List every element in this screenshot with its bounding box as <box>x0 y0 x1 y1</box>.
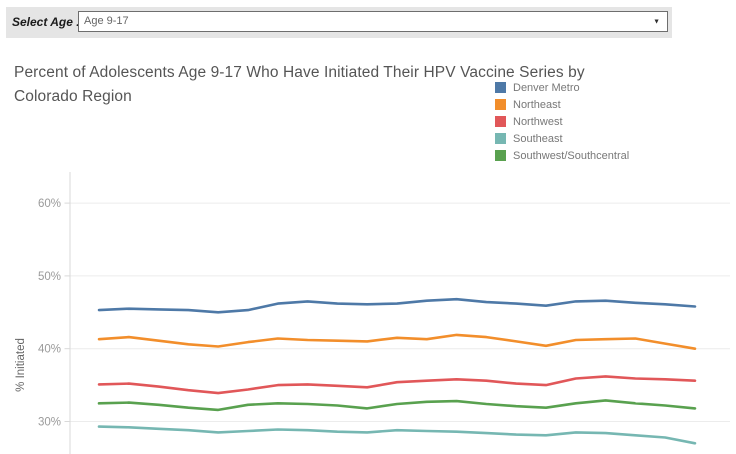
legend-item[interactable]: Northwest <box>495 113 629 130</box>
line-series-southeast[interactable] <box>97 425 697 445</box>
line-series-southwest-southcentral[interactable] <box>97 399 697 412</box>
y-tick-label: 50% <box>38 271 61 283</box>
age-filter-label: Select Age ... <box>12 15 87 29</box>
legend-item-label: Southeast <box>513 132 563 145</box>
page-title-line2: Colorado Region <box>14 88 132 105</box>
legend-swatch-icon <box>495 133 506 144</box>
legend-swatch-icon <box>495 99 506 110</box>
page-title-line1: Percent of Adolescents Age 9-17 Who Have… <box>14 64 585 81</box>
legend-item-label: Denver Metro <box>513 81 580 94</box>
age-filter-bar: Select Age ... Age 9-17 ▼ <box>6 7 672 38</box>
dropdown-caret-icon: ▼ <box>653 18 660 25</box>
age-filter-value: Age 9-17 <box>84 15 129 27</box>
legend-swatch-icon <box>495 116 506 127</box>
page-title: Percent of Adolescents Age 9-17 Who Have… <box>14 61 730 109</box>
legend-swatch-icon <box>495 82 506 93</box>
legend-item[interactable]: Southwest/Southcentral <box>495 147 629 164</box>
legend-item-label: Northwest <box>513 115 563 128</box>
legend-swatch-icon <box>495 150 506 161</box>
line-series-northeast[interactable] <box>97 333 697 350</box>
age-filter-dropdown[interactable]: Age 9-17 ▼ <box>78 11 668 32</box>
hpv-line-chart: 30% 40% 50% 60% % Initiated <box>15 172 730 454</box>
line-series-northwest[interactable] <box>97 375 697 395</box>
y-tick-label: 30% <box>38 417 61 429</box>
legend-item[interactable]: Denver Metro <box>495 79 629 96</box>
y-axis-title: % Initiated <box>15 338 27 392</box>
legend-item-label: Northeast <box>513 98 561 111</box>
legend-item-label: Southwest/Southcentral <box>513 149 630 162</box>
y-tick-label: 40% <box>38 344 61 356</box>
line-series-denver-metro[interactable] <box>97 297 697 314</box>
legend-item[interactable]: Northeast <box>495 96 629 113</box>
y-tick-label: 60% <box>38 198 61 210</box>
legend: Denver Metro Northeast Northwest Southeast S… <box>495 79 629 164</box>
legend-item[interactable]: Southeast <box>495 130 629 147</box>
